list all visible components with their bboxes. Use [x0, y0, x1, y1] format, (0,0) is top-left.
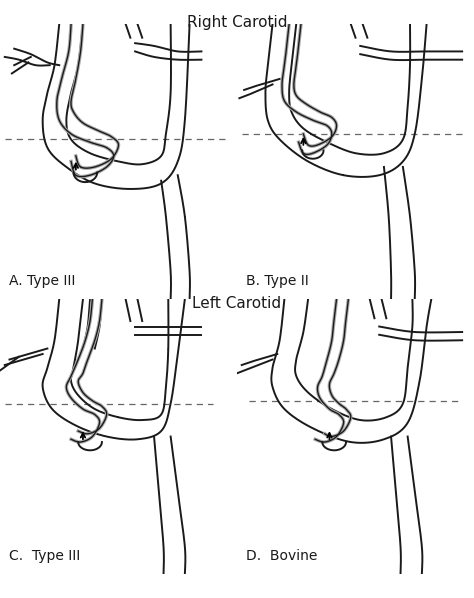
Text: A. Type III: A. Type III: [9, 274, 76, 288]
Text: Right Carotid: Right Carotid: [187, 15, 287, 30]
Text: D.  Bovine: D. Bovine: [246, 549, 318, 563]
Text: B. Type II: B. Type II: [246, 274, 309, 288]
Text: Left Carotid: Left Carotid: [192, 296, 282, 311]
Text: C.  Type III: C. Type III: [9, 549, 81, 563]
